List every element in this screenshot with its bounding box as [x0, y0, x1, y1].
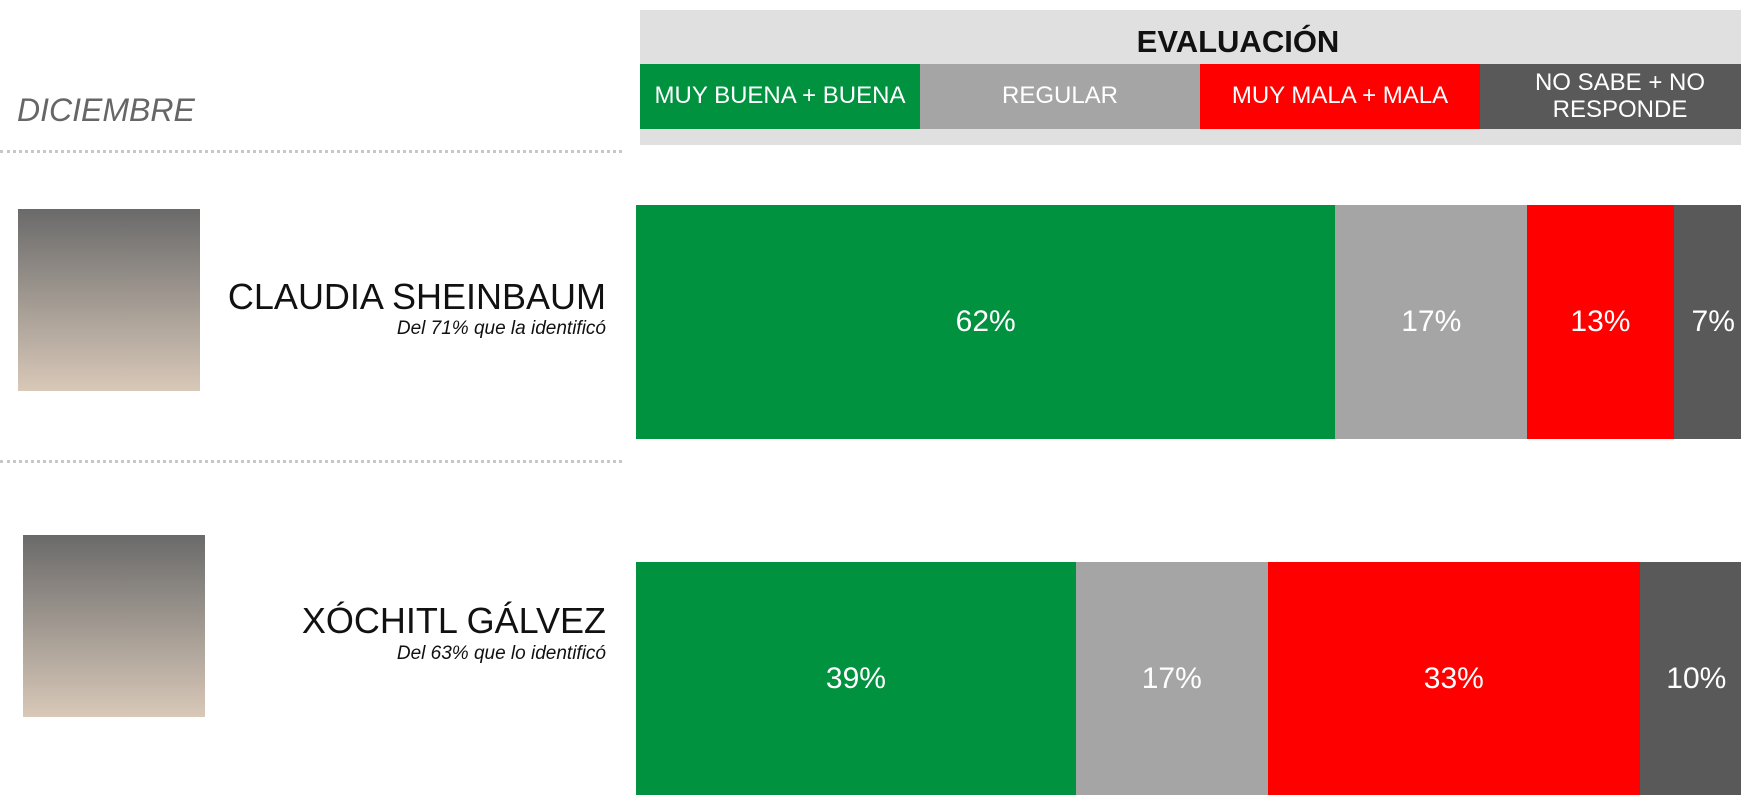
- category-label: CLAUDIA SHEINBAUM: [228, 276, 606, 318]
- bar: 13%: [1527, 205, 1674, 439]
- bar: 17%: [1335, 205, 1527, 439]
- value-label: 33%: [1424, 662, 1484, 696]
- legend-entry: NO SABE + NO RESPONDE: [1480, 64, 1741, 129]
- bar: 62%: [636, 205, 1335, 439]
- value-label: 10%: [1666, 662, 1726, 696]
- legend-entry: MUY MALA + MALA: [1200, 64, 1480, 129]
- bar: 33%: [1268, 562, 1640, 795]
- category-note: Del 63% que lo identificó: [397, 643, 606, 665]
- legend-entry: MUY BUENA + BUENA: [640, 64, 920, 129]
- value-label: 17%: [1142, 662, 1202, 696]
- value-label: 39%: [826, 662, 886, 696]
- value-label: 13%: [1570, 305, 1630, 339]
- bar: 17%: [1076, 562, 1268, 795]
- category-note: Del 71% que la identificó: [397, 318, 606, 340]
- bar: 7%: [1674, 205, 1741, 439]
- candidate-photo: [18, 209, 200, 391]
- value-label: 17%: [1401, 305, 1461, 339]
- chart: EVALUACIÓN DICIEMBRE MUY BUENA + BUENARE…: [0, 0, 1741, 795]
- separator: [0, 460, 622, 463]
- legend-title: EVALUACIÓN: [640, 24, 1741, 60]
- bar: 10%: [1640, 562, 1741, 795]
- period-label: DICIEMBRE: [17, 92, 195, 129]
- value-label: 7%: [1692, 305, 1735, 339]
- value-label: 62%: [956, 305, 1016, 339]
- legend-entry: REGULAR: [920, 64, 1200, 129]
- candidate-photo: [23, 535, 205, 717]
- category-label: XÓCHITL GÁLVEZ: [302, 600, 606, 642]
- bar: 39%: [636, 562, 1076, 795]
- separator: [0, 150, 622, 153]
